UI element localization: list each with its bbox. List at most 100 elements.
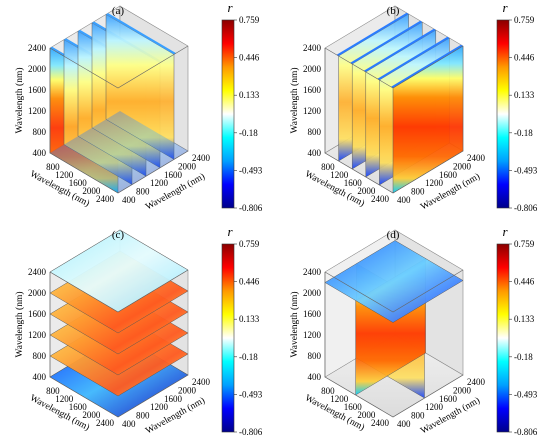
front-left-tick-label: 2400 (371, 194, 390, 204)
colorbar-tick-label: -0.806 (514, 203, 538, 213)
front-left-tick-label: 800 (321, 386, 335, 396)
front-right-tick-label: 2000 (178, 161, 197, 171)
front-left-tick-label: 2000 (82, 186, 101, 196)
colorbar-tick-label: -0.18 (239, 352, 258, 362)
vertical-tick-label: 1200 (28, 330, 47, 340)
panel-label: (a) (112, 5, 125, 17)
front-right-tick-label: 1600 (439, 170, 458, 180)
colorbar-title: r (227, 0, 233, 15)
frame-top-edge (49, 269, 189, 313)
slice-top-edge (336, 12, 409, 57)
front-left-tick-label: 1200 (55, 170, 74, 180)
vertical-tick-label: 400 (33, 372, 47, 382)
vertical-axis-label: Wavelength (nm) (14, 292, 25, 358)
front-right-tick-label: 800 (136, 411, 150, 421)
front-left-tick-label: 800 (46, 162, 60, 172)
colorbar (496, 243, 510, 433)
vertical-tick-label: 1600 (303, 309, 322, 319)
front-right-tick-label: 2400 (192, 377, 211, 387)
vertical-tick-label: 400 (308, 372, 322, 382)
front-left-tick-label: 2400 (371, 418, 390, 428)
slice-top-edge (106, 13, 177, 55)
colorbar-tick-label: -0.493 (514, 389, 538, 399)
front-right-tick-label: 400 (122, 195, 136, 205)
vertical-tick-label: 2400 (28, 267, 47, 277)
front-right-tick-label: 800 (136, 187, 150, 197)
colorbar (221, 19, 235, 209)
colorbar-tick-label: 0.759 (514, 15, 535, 25)
colorbar-tick-label: 0.759 (239, 15, 260, 25)
frame-bottom-edge (324, 374, 464, 418)
colorbar-tick-label: 0.446 (514, 277, 535, 287)
slice-top-edge (350, 20, 423, 64)
front-left-tick-label: 1200 (55, 394, 74, 404)
front-right-tick-label: 2000 (178, 385, 197, 395)
front-right-tick-label: 2400 (192, 153, 211, 163)
vertical-tick-label: 2000 (303, 64, 322, 74)
colorbar-tick-label: 0.446 (239, 53, 260, 63)
bottom-tint (50, 111, 188, 193)
colorbar-tick-label: -0.493 (239, 165, 263, 175)
vertical-tick-label: 400 (33, 148, 47, 158)
front-left-tick-label: 1600 (344, 178, 363, 188)
vertical-tick-label: 2000 (28, 64, 47, 74)
frame-bottom-edge (49, 150, 189, 194)
front-right-tick-label: 800 (411, 187, 425, 197)
front-left-tick-label: 2000 (357, 186, 376, 196)
frame-top-edge (49, 45, 189, 89)
vertical-tick-label: 2400 (303, 43, 322, 53)
front-left-tick-label: 1200 (330, 394, 349, 404)
front-right-tick-label: 400 (397, 419, 411, 429)
front-left-tick-label: 1600 (69, 402, 88, 412)
slice-top-edge (363, 28, 436, 72)
colorbar-tick-label: -0.806 (514, 427, 538, 437)
colorbar (496, 19, 510, 209)
frame-bottom-edge (324, 150, 464, 194)
frame-top-edge (324, 269, 464, 313)
vertical-axis-label: Wavelength (nm) (289, 292, 300, 358)
vertical-tick-label: 800 (308, 127, 322, 137)
colorbar-tick-label: 0.133 (514, 90, 535, 100)
vertical-tick-label: 1600 (28, 85, 47, 95)
colorbar-tick-label: -0.18 (239, 128, 258, 138)
colorbar (221, 243, 235, 433)
front-right-tick-label: 1600 (439, 394, 458, 404)
panel-label: (b) (387, 5, 400, 17)
front-left-tick-label: 2400 (96, 194, 115, 204)
front-left-tick-label: 1200 (330, 170, 349, 180)
front-left-tick-label: 800 (46, 386, 60, 396)
colorbar-tick-label: -0.18 (514, 128, 533, 138)
colorbar-title: r (502, 224, 508, 239)
colorbar-tick-label: 0.133 (239, 90, 260, 100)
vertical-tick-label: 2400 (303, 267, 322, 277)
colorbar-tick-label: 0.133 (239, 314, 260, 324)
colorbar-tick-label: 0.446 (514, 53, 535, 63)
vertical-tick-label: 2000 (303, 288, 322, 298)
front-right-tick-label: 1600 (164, 394, 183, 404)
vertical-tick-label: 1600 (303, 85, 322, 95)
front-left-tick-label: 1600 (69, 178, 88, 188)
vertical-tick-label: 1200 (28, 106, 47, 116)
slice-plane (324, 240, 464, 323)
front-right-tick-label: 1200 (425, 178, 444, 188)
front-right-tick-label: 2000 (453, 385, 472, 395)
front-right-tick-label: 400 (397, 195, 411, 205)
front-left-tick-label: 2000 (82, 410, 101, 420)
vertical-tick-label: 1200 (303, 330, 322, 340)
vertical-tick-label: 1600 (28, 309, 47, 319)
vertical-tick-label: 400 (308, 148, 322, 158)
front-right-tick-label: 2400 (467, 153, 486, 163)
front-left-tick-label: 2000 (357, 410, 376, 420)
colorbar-tick-label: 0.133 (514, 314, 535, 324)
slice-top-edge (391, 44, 463, 88)
panel-label: (d) (387, 229, 400, 241)
front-right-tick-label: 2400 (467, 377, 486, 387)
front-left-tick-label: 1600 (344, 402, 363, 412)
front-right-tick-label: 800 (411, 411, 425, 421)
front-right-tick-label: 2000 (453, 161, 472, 171)
frame-bottom-edge (49, 374, 189, 418)
